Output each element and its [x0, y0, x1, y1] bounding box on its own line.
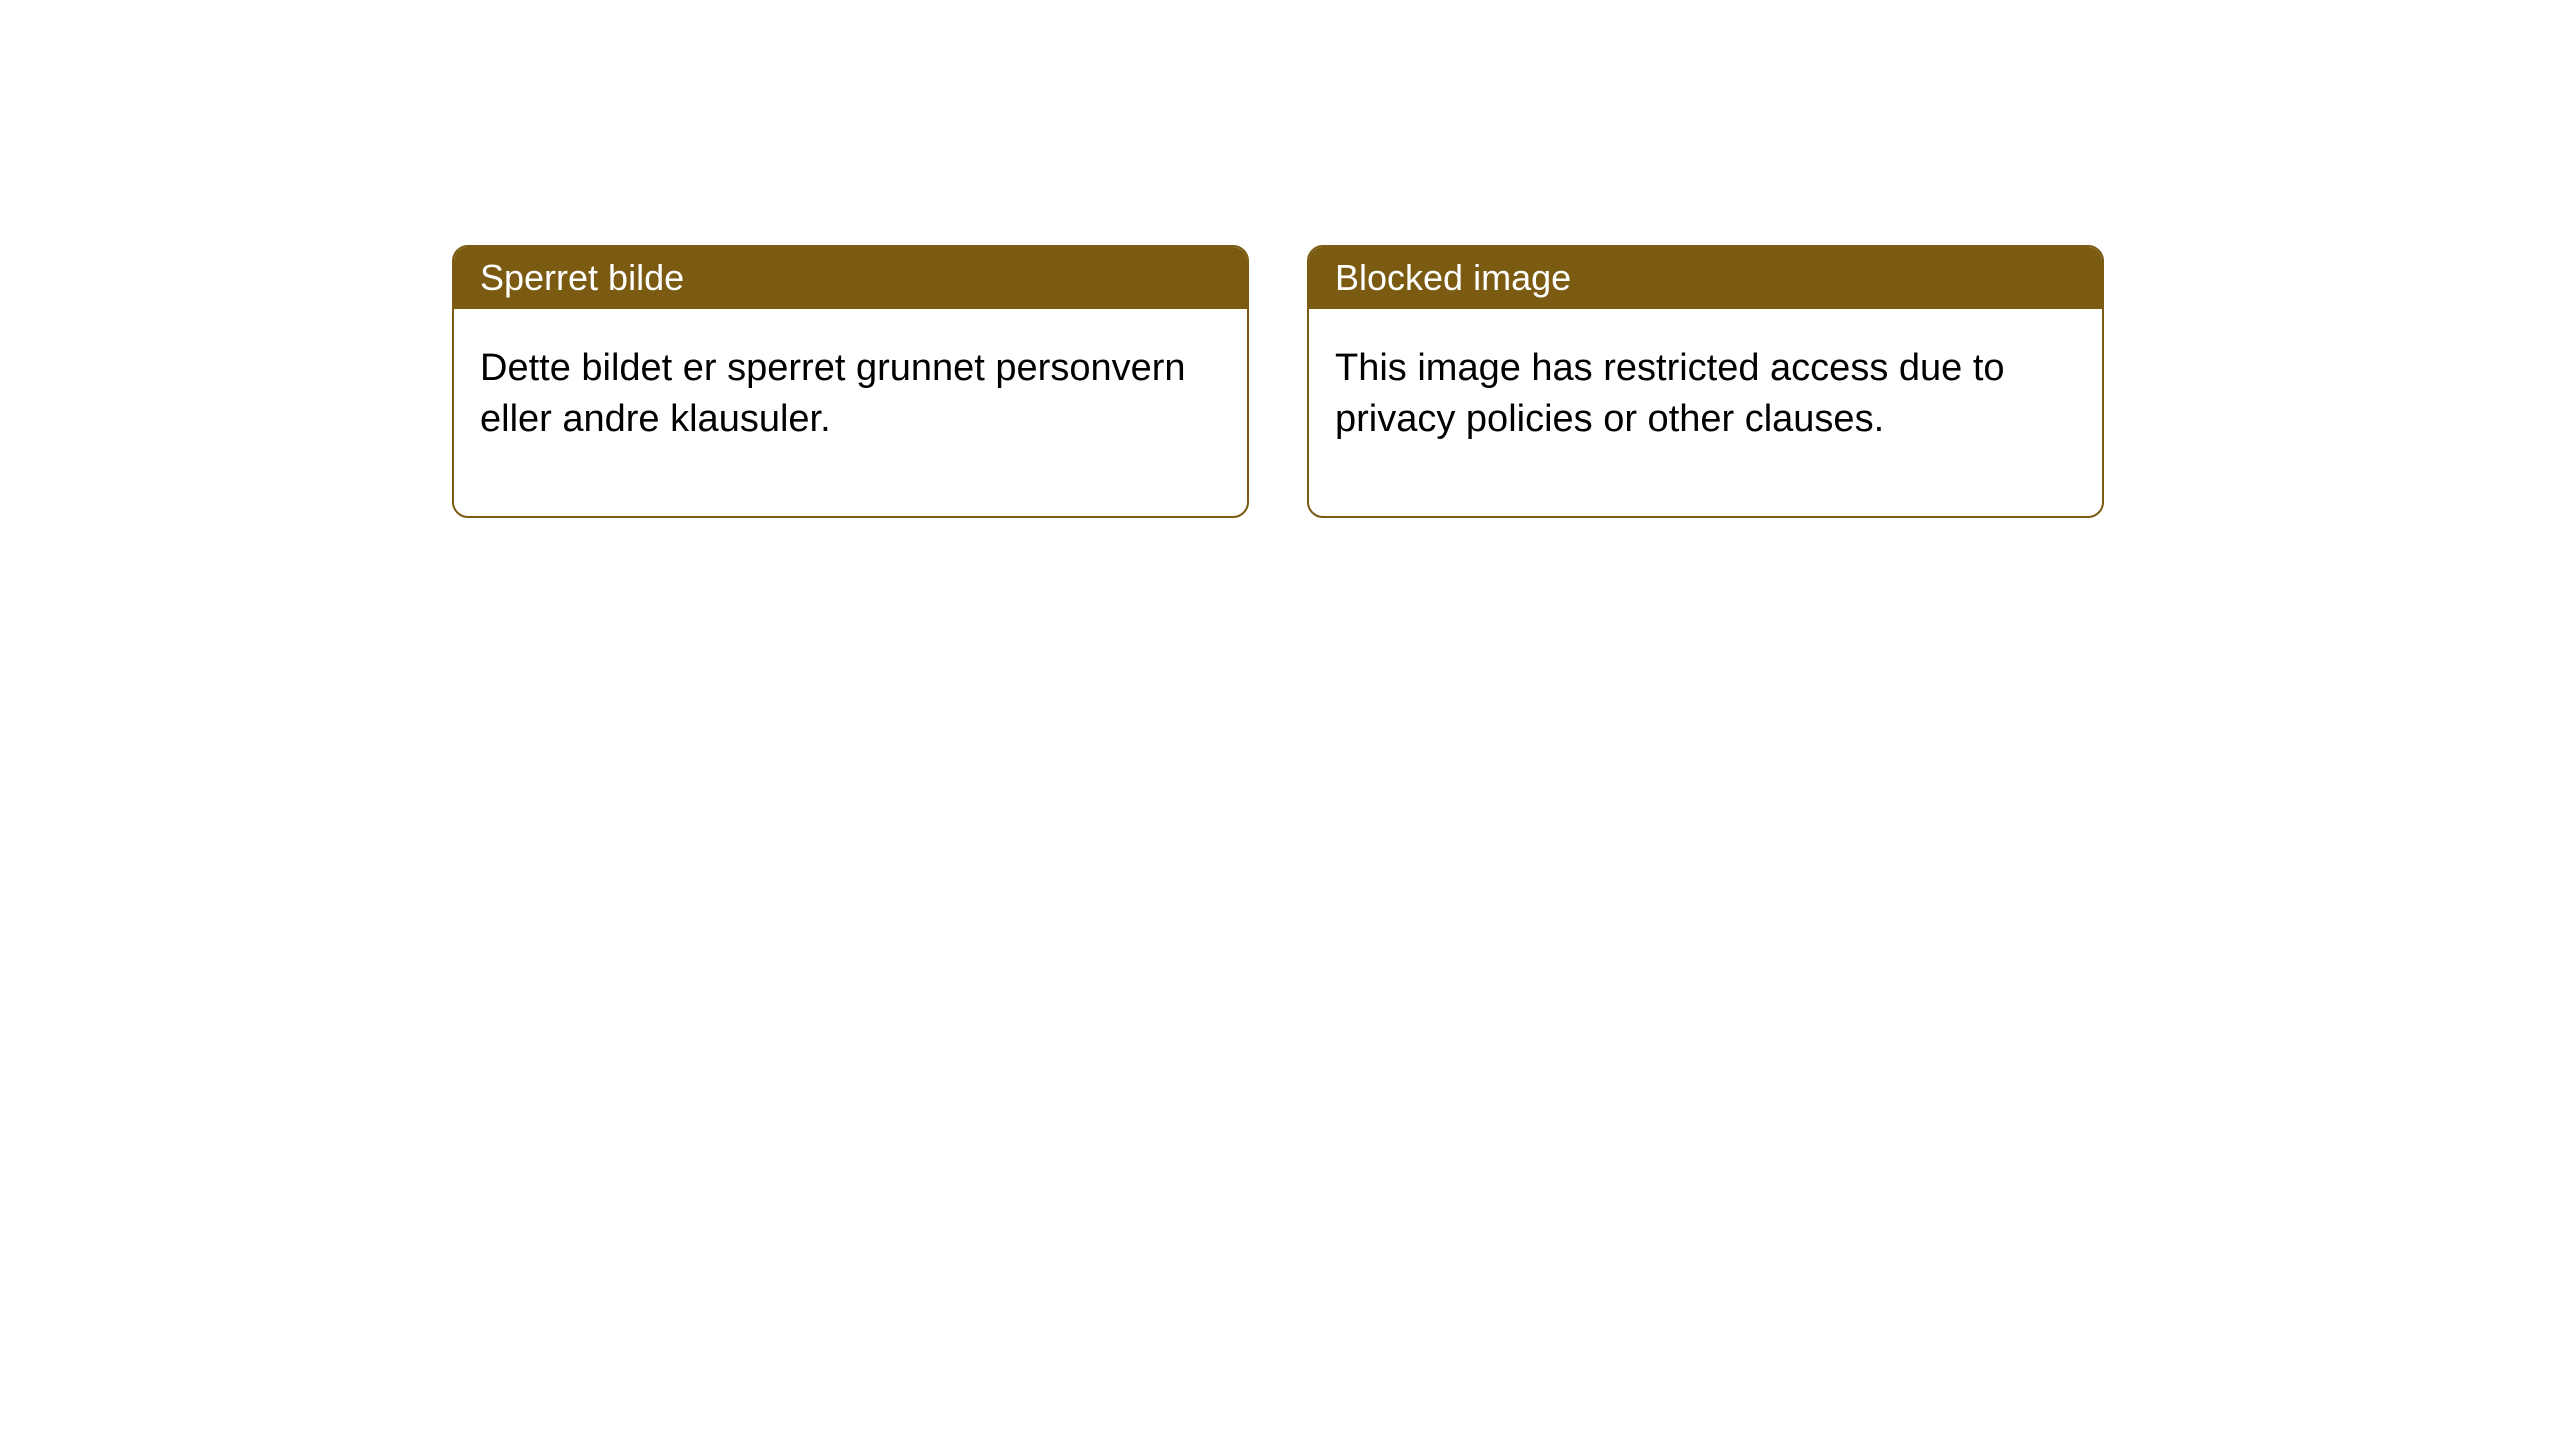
notice-container: Sperret bilde Dette bildet er sperret gr…: [0, 0, 2560, 518]
notice-body: This image has restricted access due to …: [1309, 309, 2102, 516]
notice-card-norwegian: Sperret bilde Dette bildet er sperret gr…: [452, 245, 1249, 518]
notice-header: Sperret bilde: [454, 247, 1247, 309]
notice-header: Blocked image: [1309, 247, 2102, 309]
notice-card-english: Blocked image This image has restricted …: [1307, 245, 2104, 518]
notice-body: Dette bildet er sperret grunnet personve…: [454, 309, 1247, 516]
